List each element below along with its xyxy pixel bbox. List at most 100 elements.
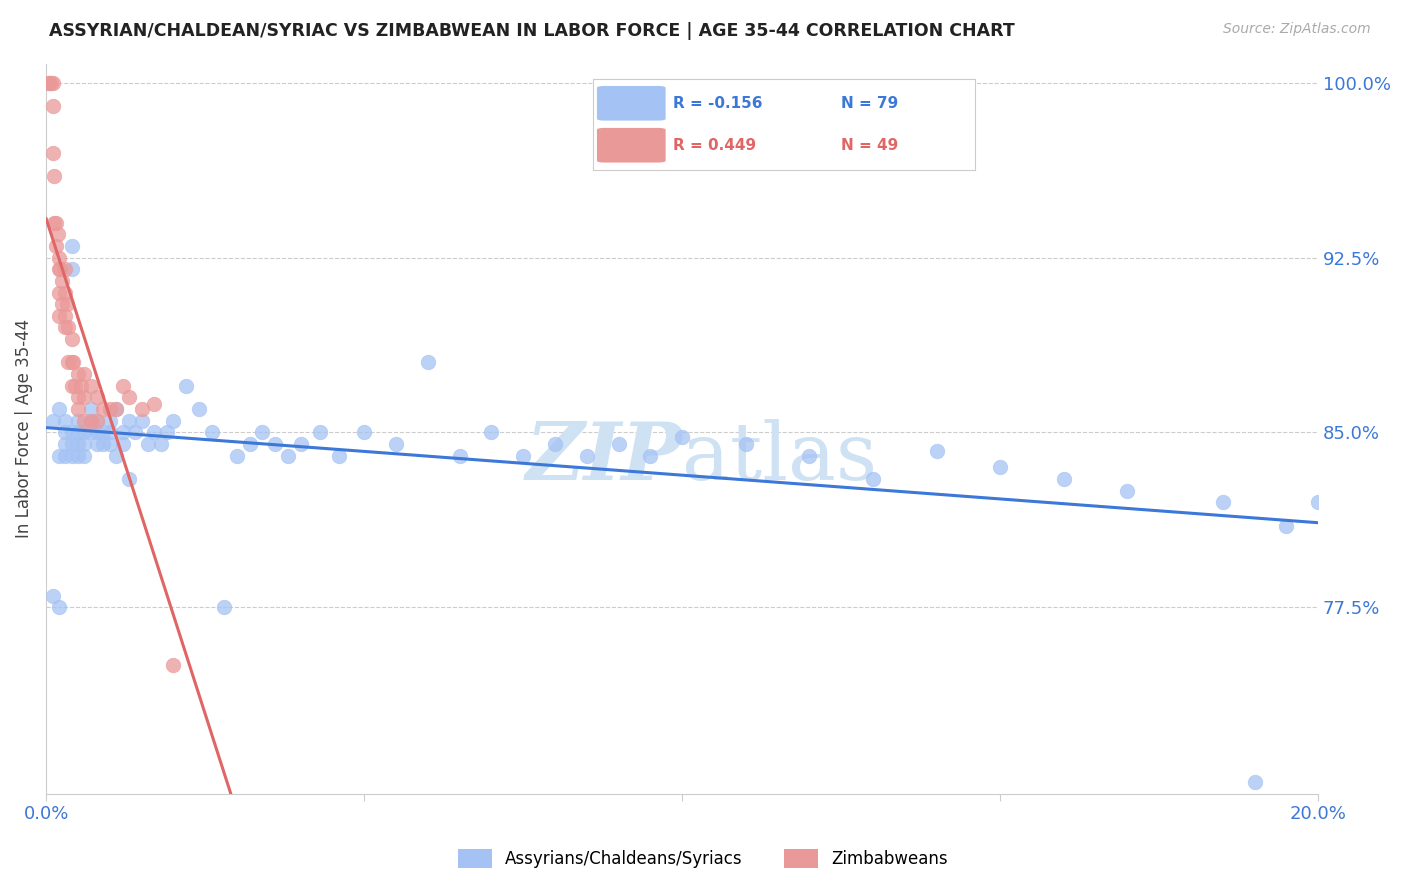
Point xyxy=(98,402,121,417)
Point xyxy=(214,600,236,615)
Point xyxy=(60,355,83,369)
Point xyxy=(162,414,184,428)
Point xyxy=(51,297,73,311)
Point xyxy=(479,425,502,440)
Point xyxy=(73,414,96,428)
Point xyxy=(73,437,96,451)
Point xyxy=(1212,495,1234,509)
Point xyxy=(187,402,209,417)
Text: Source: ZipAtlas.com: Source: ZipAtlas.com xyxy=(1223,22,1371,37)
Point xyxy=(42,216,65,230)
Point xyxy=(63,378,86,392)
Point xyxy=(328,449,350,463)
Point xyxy=(58,355,80,369)
Point xyxy=(39,76,62,90)
Point xyxy=(41,414,63,428)
Point xyxy=(66,402,89,417)
Point xyxy=(48,402,70,417)
Text: ASSYRIAN/CHALDEAN/SYRIAC VS ZIMBABWEAN IN LABOR FORCE | AGE 35-44 CORRELATION CH: ASSYRIAN/CHALDEAN/SYRIAC VS ZIMBABWEAN I… xyxy=(49,22,1015,40)
Point xyxy=(60,449,83,463)
Point xyxy=(174,378,197,392)
Point xyxy=(308,425,330,440)
Point xyxy=(862,472,884,486)
Point xyxy=(80,414,103,428)
Point xyxy=(143,397,166,411)
Point xyxy=(48,309,70,323)
Point xyxy=(118,391,141,405)
Point xyxy=(53,449,76,463)
Point xyxy=(575,449,598,463)
Point xyxy=(66,449,89,463)
Point xyxy=(80,378,103,392)
Point xyxy=(607,437,630,451)
Point xyxy=(38,76,60,90)
Point xyxy=(53,309,76,323)
Point xyxy=(124,425,146,440)
Point xyxy=(48,449,70,463)
Point xyxy=(60,262,83,277)
Point xyxy=(1308,495,1330,509)
Y-axis label: In Labor Force | Age 35-44: In Labor Force | Age 35-44 xyxy=(15,319,32,539)
Point xyxy=(799,449,821,463)
Point xyxy=(66,425,89,440)
Point xyxy=(416,355,439,369)
Point xyxy=(118,414,141,428)
Point xyxy=(73,391,96,405)
Point xyxy=(988,460,1011,475)
Point xyxy=(86,414,108,428)
Point xyxy=(73,367,96,381)
Point xyxy=(70,378,93,392)
Point xyxy=(200,425,222,440)
Point xyxy=(42,169,65,183)
Point xyxy=(73,425,96,440)
Point xyxy=(98,425,121,440)
Point xyxy=(80,402,103,417)
Point xyxy=(449,449,471,463)
Point xyxy=(1243,775,1265,789)
Point xyxy=(53,414,76,428)
Point xyxy=(45,216,67,230)
Point xyxy=(53,285,76,300)
Point xyxy=(86,391,108,405)
Point xyxy=(1053,472,1076,486)
Point xyxy=(290,437,312,451)
Point xyxy=(66,391,89,405)
Point xyxy=(41,589,63,603)
Text: ZIP: ZIP xyxy=(526,419,682,497)
Point xyxy=(60,239,83,253)
Point xyxy=(38,76,60,90)
Point xyxy=(60,378,83,392)
Legend: Assyrians/Chaldeans/Syriacs, Zimbabweans: Assyrians/Chaldeans/Syriacs, Zimbabweans xyxy=(451,842,955,875)
Point xyxy=(86,437,108,451)
Point xyxy=(143,425,166,440)
Point xyxy=(131,414,153,428)
Point xyxy=(118,472,141,486)
Point xyxy=(98,414,121,428)
Point xyxy=(48,285,70,300)
Point xyxy=(86,414,108,428)
Point xyxy=(66,367,89,381)
Point xyxy=(45,239,67,253)
Point xyxy=(239,437,262,451)
Point xyxy=(252,425,274,440)
Point xyxy=(53,320,76,334)
Point xyxy=(105,402,128,417)
Point xyxy=(93,402,115,417)
Point xyxy=(640,449,662,463)
Point xyxy=(80,414,103,428)
Point xyxy=(93,437,115,451)
Point xyxy=(53,437,76,451)
Point xyxy=(111,437,134,451)
Point xyxy=(86,425,108,440)
Point xyxy=(136,437,159,451)
Point xyxy=(66,437,89,451)
Point xyxy=(544,437,567,451)
Point xyxy=(66,414,89,428)
Point xyxy=(385,437,408,451)
Point xyxy=(353,425,375,440)
Point xyxy=(734,437,756,451)
Point xyxy=(111,425,134,440)
Point xyxy=(53,262,76,277)
Point xyxy=(105,449,128,463)
Point xyxy=(226,449,249,463)
